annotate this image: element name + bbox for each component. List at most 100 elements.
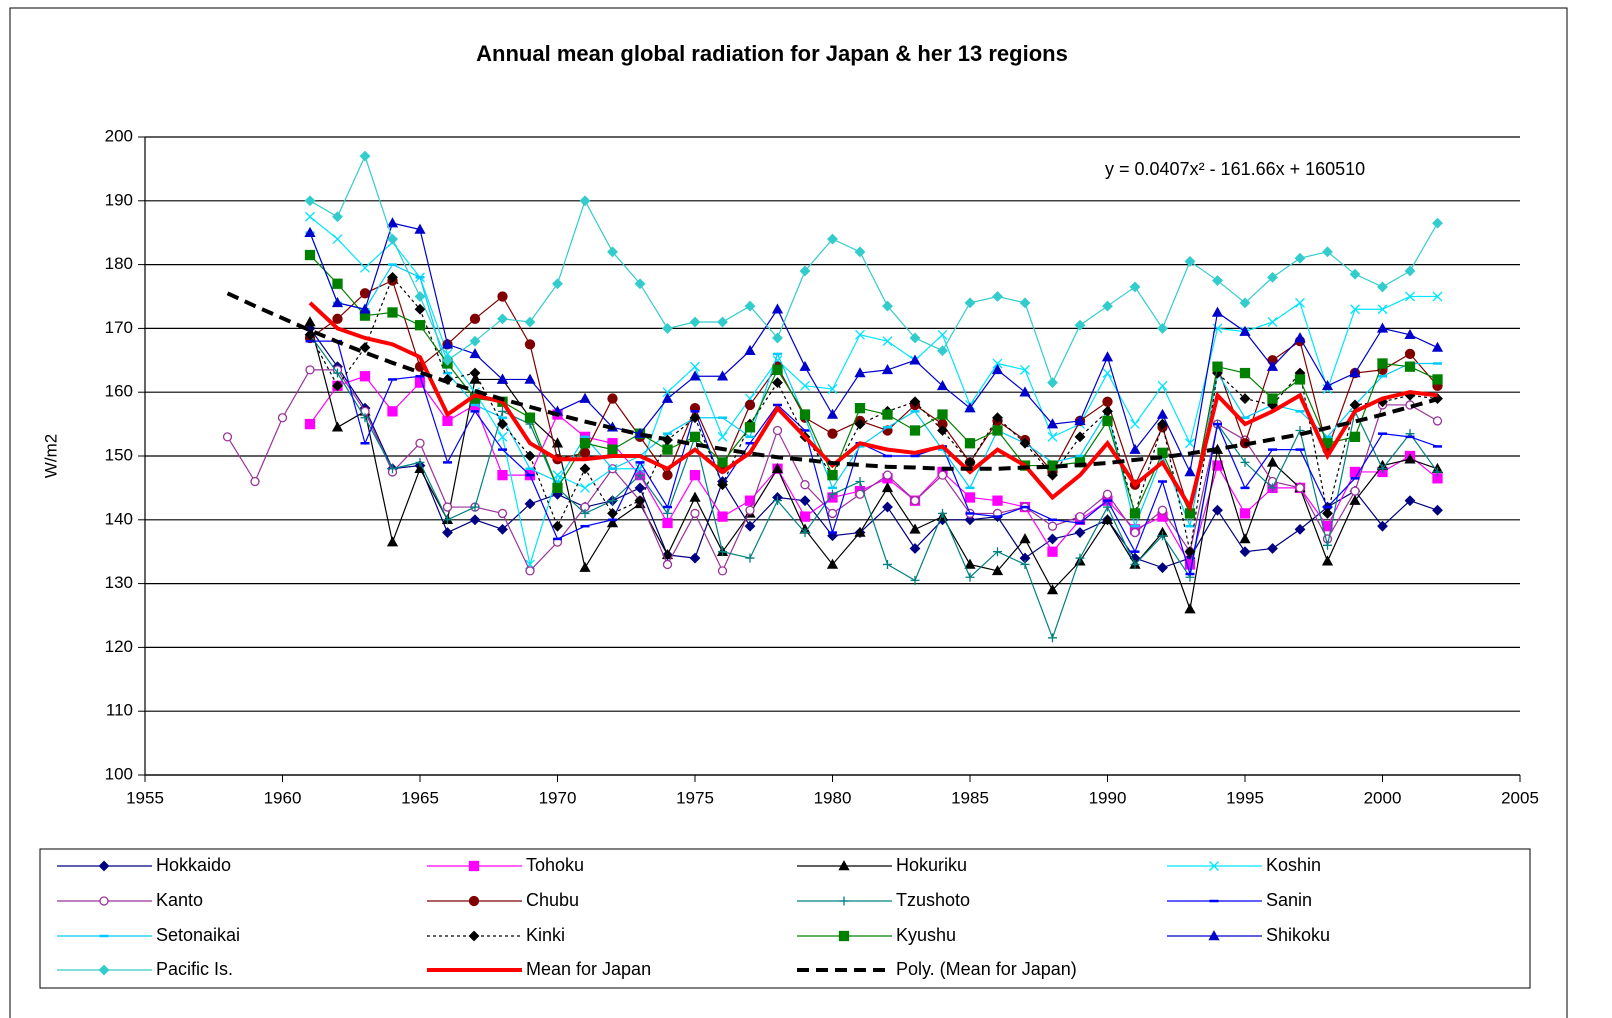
- data-point: [579, 447, 591, 458]
- data-point: [689, 552, 701, 564]
- data-point: [1295, 483, 1305, 493]
- data-point: [1377, 520, 1388, 532]
- data-point: [469, 367, 481, 379]
- equation-annotation: y = 0.0407x² - 161.66x + 160510: [1105, 159, 1365, 179]
- data-point: [992, 495, 1003, 506]
- data-point: [1020, 559, 1030, 569]
- data-point: [662, 517, 673, 529]
- data-point: [1212, 361, 1223, 372]
- legend-label: Koshin: [1266, 855, 1321, 875]
- data-point: [1239, 508, 1251, 519]
- data-point: [360, 413, 370, 423]
- data-point: [1267, 543, 1278, 554]
- data-point: [1129, 508, 1141, 519]
- data-point: [1184, 603, 1196, 614]
- legend-label: Hokuriku: [896, 855, 967, 875]
- data-point: [1046, 584, 1059, 595]
- data-point: [497, 431, 508, 442]
- data-point: [1323, 540, 1332, 550]
- data-point: [910, 496, 920, 506]
- data-point: [359, 150, 371, 162]
- data-point: [881, 364, 894, 375]
- data-point: [689, 469, 701, 481]
- data-point: [745, 505, 755, 515]
- data-point: [827, 384, 838, 394]
- data-point: [800, 380, 810, 391]
- data-point: [854, 418, 866, 430]
- data-point: [387, 307, 398, 318]
- x-tick-label: 1965: [401, 788, 439, 807]
- data-point: [1184, 546, 1196, 558]
- data-point: [359, 371, 371, 382]
- data-point: [854, 367, 866, 378]
- data-point: [1295, 297, 1305, 308]
- data-point: [1101, 513, 1114, 525]
- data-point: [799, 495, 811, 507]
- y-axis-label: W/m2: [41, 434, 60, 478]
- data-point: [937, 470, 948, 480]
- legend-label: Kinki: [526, 925, 565, 945]
- data-point: [1350, 486, 1360, 496]
- legend-marker: [98, 860, 110, 872]
- data-point: [360, 262, 370, 273]
- data-point: [524, 498, 536, 510]
- chart-title: Annual mean global radiation for Japan &…: [476, 41, 1068, 66]
- data-point: [1322, 508, 1333, 519]
- data-point: [909, 396, 921, 408]
- data-point: [937, 409, 948, 420]
- data-point: [607, 246, 618, 258]
- data-point: [304, 316, 316, 327]
- data-point: [1185, 438, 1195, 449]
- data-point: [635, 470, 645, 480]
- data-point: [359, 288, 371, 299]
- data-point: [443, 515, 452, 525]
- y-tick-label: 110: [106, 701, 133, 720]
- data-point: [1047, 533, 1058, 545]
- legend-label: Tohoku: [526, 855, 584, 875]
- data-point: [1129, 443, 1141, 454]
- data-point: [773, 496, 782, 506]
- data-point: [799, 360, 811, 371]
- data-point: [1349, 367, 1361, 378]
- series-line: [309, 154, 1439, 385]
- x-tick-label: 1980: [814, 788, 852, 807]
- data-point: [414, 223, 426, 234]
- data-point: [1349, 466, 1361, 478]
- data-point: [332, 234, 343, 245]
- data-point: [938, 508, 947, 518]
- data-point: [883, 559, 892, 569]
- series-line: [309, 276, 1438, 552]
- y-tick-label: 120: [105, 637, 133, 656]
- data-point: [661, 549, 674, 560]
- data-point: [332, 211, 343, 223]
- data-point: [498, 406, 507, 416]
- data-point: [414, 291, 426, 302]
- data-point: [964, 297, 976, 309]
- data-point: [1047, 521, 1058, 531]
- data-point: [1130, 559, 1140, 569]
- data-point: [964, 492, 976, 503]
- data-point: [772, 377, 783, 389]
- data-point: [1433, 467, 1442, 477]
- data-point: [689, 491, 701, 502]
- data-point: [1130, 527, 1140, 538]
- data-point: [304, 418, 316, 430]
- data-point: [580, 508, 590, 518]
- data-point: [909, 543, 921, 554]
- data-point: [717, 457, 728, 468]
- data-point: [909, 523, 921, 534]
- data-point: [744, 520, 756, 532]
- data-point: [717, 316, 728, 328]
- legend-label: Setonaikai: [156, 925, 240, 945]
- data-point: [662, 322, 673, 334]
- data-point: [689, 316, 701, 328]
- data-point: [937, 329, 948, 340]
- data-point: [1047, 546, 1058, 557]
- data-point: [1047, 377, 1058, 389]
- data-point: [689, 431, 701, 443]
- data-point: [1184, 559, 1196, 570]
- data-point: [1432, 374, 1443, 385]
- data-point: [716, 370, 729, 381]
- y-tick-label: 200: [105, 126, 133, 145]
